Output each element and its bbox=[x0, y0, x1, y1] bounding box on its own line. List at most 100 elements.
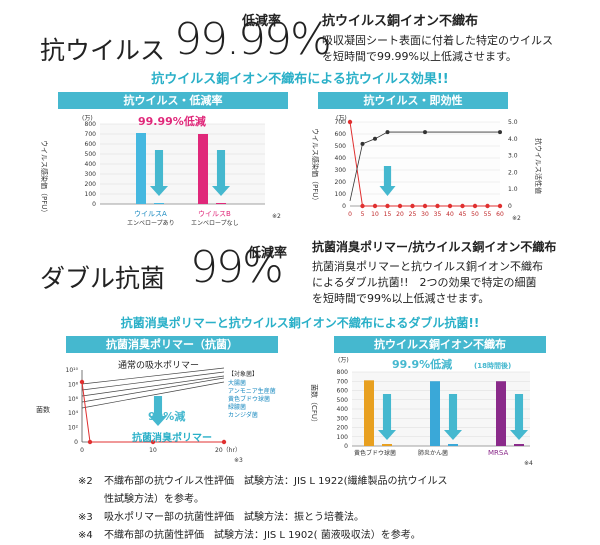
chart2-y2label: 抗ウイルス活性値 bbox=[534, 138, 543, 194]
footnote: ※3 吸水ポリマー部の抗菌性評価 試験方法：振とう培養法。 bbox=[78, 508, 598, 526]
chart3-polymer-point bbox=[150, 439, 156, 445]
section2-desc: 抗菌消臭ポリマー/抗ウイルス銅イオン不織布 抗菌消臭ポリマーと抗ウイルス銅イオン… bbox=[312, 238, 600, 307]
chart2-arrow bbox=[379, 166, 396, 196]
chart1-ylabel: ウイルス感染価（PFU） bbox=[40, 140, 49, 216]
chart2-activity-point bbox=[498, 130, 502, 135]
chart2-ytick: 200 bbox=[335, 179, 347, 186]
chart2-xtick: 20 bbox=[396, 211, 404, 218]
section1-desc: 抗ウイルス銅イオン不織布 吸収凝固シート表面に付着した特定のウイルス を短時間で… bbox=[322, 10, 592, 65]
chart3-legend-title: 【対象菌】 bbox=[228, 370, 258, 378]
chart3-normal-line bbox=[81, 377, 225, 403]
chart3-legend-item: 大腸菌 bbox=[228, 379, 246, 387]
section2-title-suffix: 低減率 bbox=[248, 246, 288, 261]
footnote-text: 不織布部の抗ウイルス性評価 試験方法：JIS L 1922(繊維製品の抗ウイルス bbox=[104, 476, 448, 487]
chart3-ytick: 10² bbox=[68, 425, 79, 432]
footnote-mark: ※4 bbox=[78, 530, 93, 541]
chart1-bar-sublabel: エンベロープなし bbox=[191, 220, 239, 227]
chart2-xtick: 30 bbox=[421, 211, 429, 218]
chart1-ytick: 800 bbox=[85, 121, 97, 128]
chart1-bar-after bbox=[216, 203, 226, 204]
chart2-header: 抗ウイルス・即効性 bbox=[318, 92, 508, 109]
chart4-bar-before bbox=[364, 380, 374, 446]
chart1-arrow bbox=[150, 150, 168, 196]
chart3-legend-item: 緑膿菌 bbox=[228, 403, 246, 411]
chart3-legend-item: 黄色ブドウ球菌 bbox=[228, 395, 270, 403]
section2-desc-heading: 抗菌消臭ポリマー/抗ウイルス銅イオン不織布 bbox=[312, 240, 557, 254]
chart1-ytick: 100 bbox=[85, 191, 97, 198]
section2-banner: 抗菌消臭ポリマーと抗ウイルス銅イオン不織布によるダブル抗菌!! bbox=[120, 316, 480, 330]
chart4-callout-sub: (18時間後) bbox=[474, 361, 511, 370]
chart3-ytick: 10⁶ bbox=[68, 396, 79, 403]
chart4-bar-after bbox=[514, 444, 524, 446]
chart4-ytick: 800 bbox=[337, 369, 349, 376]
section1-desc-line: を短時間で99.99%以上低減させます。 bbox=[322, 50, 517, 63]
chart2-xtick: 45 bbox=[459, 211, 467, 218]
section2-desc-line: によるダブル抗菌!! 2つの効果で特定の細菌 bbox=[312, 276, 537, 289]
section1-title-value: 99.99% bbox=[174, 14, 332, 65]
chart3-ytick: 10⁸ bbox=[68, 381, 79, 388]
chart2-infection-point bbox=[435, 203, 440, 209]
chart1-ytick: 600 bbox=[85, 141, 97, 148]
chart3-polymer-point bbox=[79, 379, 85, 385]
chart4-callout: 99.9%低減 bbox=[392, 357, 452, 371]
chart3-note: ※3 bbox=[234, 457, 243, 464]
chart1-arrow bbox=[212, 150, 230, 196]
chart1-bar-before bbox=[198, 134, 208, 204]
chart4-ytick: 200 bbox=[337, 425, 349, 432]
chart2-activity-point bbox=[373, 136, 377, 141]
chart2-infection-point bbox=[497, 203, 503, 209]
chart1-bar-label: ウイルスA bbox=[134, 210, 167, 218]
chart3-polymer-point bbox=[221, 439, 227, 445]
chart2-xtick: 60 bbox=[496, 211, 504, 218]
chart2-activity-point bbox=[385, 130, 390, 135]
footnotes: ※2 不織布部の抗ウイルス性評価 試験方法：JIS L 1922(繊維製品の抗ウイ… bbox=[78, 472, 598, 544]
section2-title-value: 99% bbox=[190, 242, 284, 293]
chart3-ytick: 10¹⁰ bbox=[66, 367, 79, 374]
chart2-unit: (万) bbox=[336, 115, 347, 122]
footnote: ※2 不織布部の抗ウイルス性評価 試験方法：JIS L 1922(繊維製品の抗ウイ… bbox=[78, 472, 598, 490]
chart1-bar-before bbox=[136, 133, 146, 204]
chart2-activity-point bbox=[423, 130, 427, 135]
chart2-y2tick: 2.0 bbox=[508, 169, 518, 176]
chart2-infection-point bbox=[397, 203, 403, 209]
section1-title-prefix: 抗ウイルス bbox=[40, 36, 166, 65]
chart1-note: ※2 bbox=[272, 213, 281, 220]
footnote-mark: ※2 bbox=[78, 476, 93, 487]
chart1-bar-label: ウイルスB bbox=[198, 210, 231, 218]
chart2-ylabel: ウイルス感染価（PFU） bbox=[311, 128, 320, 204]
chart2-xtick: 5 bbox=[361, 211, 365, 218]
footnote-mark: ※3 bbox=[78, 512, 93, 523]
chart3-normal-line bbox=[81, 375, 225, 397]
chart4-bar-after bbox=[448, 444, 458, 446]
chart2-infection-point bbox=[472, 203, 478, 209]
chart3-header: 抗菌消臭ポリマー（抗菌） bbox=[66, 336, 278, 353]
chart2-y2tick: 0 bbox=[508, 203, 512, 210]
chart1-ytick: 300 bbox=[85, 171, 97, 178]
chart3-normal-line bbox=[81, 371, 225, 391]
chart1: (万) ウイルス感染価（PFU） 800 700 600 500 400 300 200 10… bbox=[40, 114, 281, 227]
chart2-ytick: 100 bbox=[335, 191, 347, 198]
chart3-arrow bbox=[149, 396, 167, 426]
chart1-ytick: 400 bbox=[85, 161, 97, 168]
chart2-infection-point bbox=[360, 203, 365, 209]
chart1-bar-after bbox=[154, 203, 164, 204]
chart4-header: 抗ウイルス銅イオン不織布 bbox=[334, 336, 546, 353]
chart2-xtick: 35 bbox=[434, 211, 442, 218]
chart4-note: ※4 bbox=[524, 460, 533, 467]
chart2-xtick: 50 bbox=[471, 211, 479, 218]
chart2-activity-point bbox=[360, 141, 365, 146]
chart4-bar-before bbox=[496, 381, 506, 446]
chart4-arrow bbox=[444, 394, 462, 440]
footnote-text: 吸水ポリマー部の抗菌性評価 試験方法：振とう培養法。 bbox=[104, 512, 364, 523]
chart2-xtick: 25 bbox=[409, 211, 417, 218]
chart4-ytick: 700 bbox=[337, 378, 349, 385]
section1-banner: 抗ウイルス銅イオン不織布による抗ウイルス効果!! bbox=[151, 72, 449, 87]
chart2-xtick: 40 bbox=[446, 211, 454, 218]
chart4-ytick: 500 bbox=[337, 397, 349, 404]
chart1-header: 抗ウイルス・低減率 bbox=[58, 92, 288, 109]
section1-desc-heading: 抗ウイルス銅イオン不織布 bbox=[322, 14, 479, 29]
chart4-bar-label: 肺炎かん菌 bbox=[418, 449, 448, 457]
chart3-xtick: 10 bbox=[149, 447, 157, 454]
section1-title-suffix: 低減率 bbox=[242, 14, 282, 29]
chart2-activity-line bbox=[349, 131, 500, 202]
